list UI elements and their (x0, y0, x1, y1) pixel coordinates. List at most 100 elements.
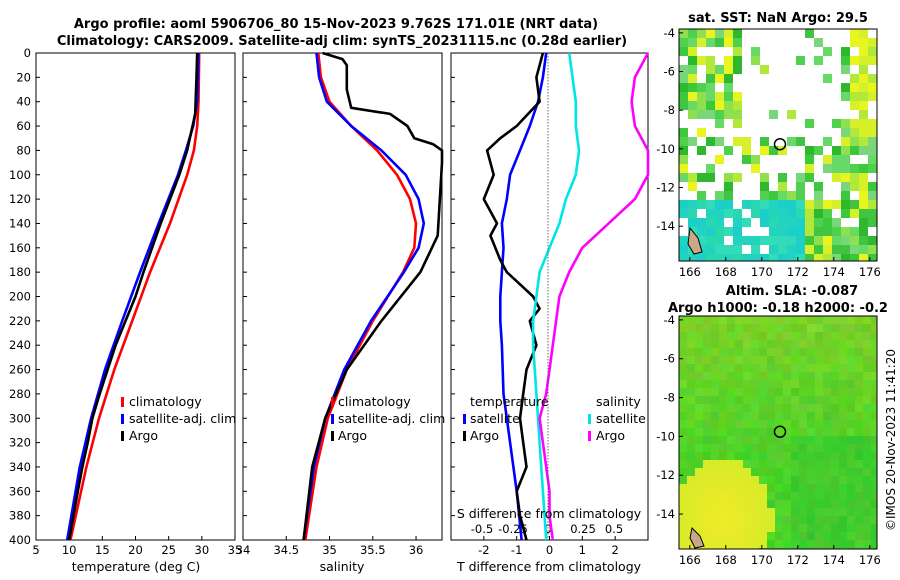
sla-cell (855, 340, 863, 348)
sla-cell (815, 452, 823, 460)
sst-cell (760, 146, 769, 155)
sla-cell (871, 388, 877, 396)
sst-cell (715, 254, 724, 261)
sla-cell (855, 508, 863, 516)
sst-cell (751, 200, 760, 209)
sst-cell (859, 164, 868, 173)
sla-cell (831, 524, 839, 532)
sla-cell (703, 436, 711, 444)
sla-cell (791, 444, 799, 452)
sst-cell (760, 200, 769, 209)
x-tick-label: 35 (228, 543, 243, 557)
sst-cell (796, 200, 805, 209)
sla-cell (783, 484, 791, 492)
salinity-panel-frame (242, 52, 443, 541)
x-tick-label: -1 (511, 543, 522, 557)
argo-position-marker (773, 425, 787, 439)
sla-cell (791, 540, 799, 548)
sst-cell (760, 254, 769, 261)
x-tick-label: 36 (409, 543, 424, 557)
sla-cell (815, 444, 823, 452)
sst-cell (697, 92, 706, 101)
sla-cell (775, 412, 783, 420)
sla-cell (871, 324, 877, 332)
sla-cell (775, 516, 783, 524)
sla-cell (863, 460, 871, 468)
temperature-legend: climatology satellite-adj. clim Argo (121, 394, 236, 443)
sla-cell (847, 316, 855, 324)
sst-cell (805, 200, 814, 209)
sla-cell (775, 396, 783, 404)
sla-cell (871, 508, 877, 516)
sla-cell (719, 332, 727, 340)
sst-cell (841, 227, 850, 236)
sst-cell (733, 65, 742, 74)
sst-cell (841, 146, 850, 155)
sla-cell (807, 356, 815, 364)
sla-cell (791, 332, 799, 340)
sst-cell (868, 56, 877, 65)
sst-cell (769, 227, 778, 236)
sla-cell (799, 340, 807, 348)
sst-cell (724, 254, 733, 261)
depth-tick-label: 240 (9, 338, 31, 352)
sla-cell (791, 452, 799, 460)
sla-cell (815, 476, 823, 484)
sla-cell (831, 412, 839, 420)
sst-cell (832, 200, 841, 209)
sla-cell (711, 532, 719, 540)
sst-cell (841, 83, 850, 92)
sla-cell (783, 532, 791, 540)
sst-cell (724, 227, 733, 236)
sla-cell (839, 316, 847, 324)
sla-cell (767, 420, 775, 428)
sst-cell (832, 245, 841, 254)
sla-cell (807, 324, 815, 332)
sst-cell (688, 137, 697, 146)
sst-cell (814, 146, 823, 155)
sla-cell (823, 420, 831, 428)
sla-cell (783, 540, 791, 548)
sst-cell (697, 29, 706, 38)
sst-cell (679, 254, 688, 261)
sla-cell (839, 332, 847, 340)
depth-tick-label: 260 (9, 363, 31, 377)
sst-cell (724, 38, 733, 47)
sst-cell (823, 74, 832, 83)
sla-cell (735, 508, 743, 516)
sst-cell (787, 227, 796, 236)
sla-cell (695, 356, 703, 364)
sst-cell (859, 191, 868, 200)
sla-cell (823, 444, 831, 452)
sla-cell (727, 380, 735, 388)
sla-cell (711, 356, 719, 364)
sla-cell (855, 372, 863, 380)
sst-cell (850, 146, 859, 155)
sst-cell (697, 236, 706, 245)
sla-cell (823, 412, 831, 420)
sst-cell (706, 173, 715, 182)
sla-cell (727, 388, 735, 396)
sla-cell (799, 492, 807, 500)
sla-cell (807, 524, 815, 532)
sla-cell (871, 412, 877, 420)
sla-map-title: Altim. SLA: -0.087 (726, 284, 858, 299)
sla-cell (751, 332, 759, 340)
temperature-xlabel: temperature (deg C) (72, 559, 201, 574)
sla-cell (807, 460, 815, 468)
sst-cell (688, 218, 697, 227)
sla-cell (727, 396, 735, 404)
sst-cell (733, 92, 742, 101)
sla-cell (751, 372, 759, 380)
sla-cell (791, 476, 799, 484)
sst-cell (706, 200, 715, 209)
sla-cell (815, 404, 823, 412)
sla-cell (695, 516, 703, 524)
sla-cell (767, 356, 775, 364)
sst-cell (724, 146, 733, 155)
sla-cell (799, 444, 807, 452)
sla-cell (831, 468, 839, 476)
sla-cell (759, 540, 767, 548)
sst-cell (778, 245, 787, 254)
sst-cell (841, 236, 850, 245)
